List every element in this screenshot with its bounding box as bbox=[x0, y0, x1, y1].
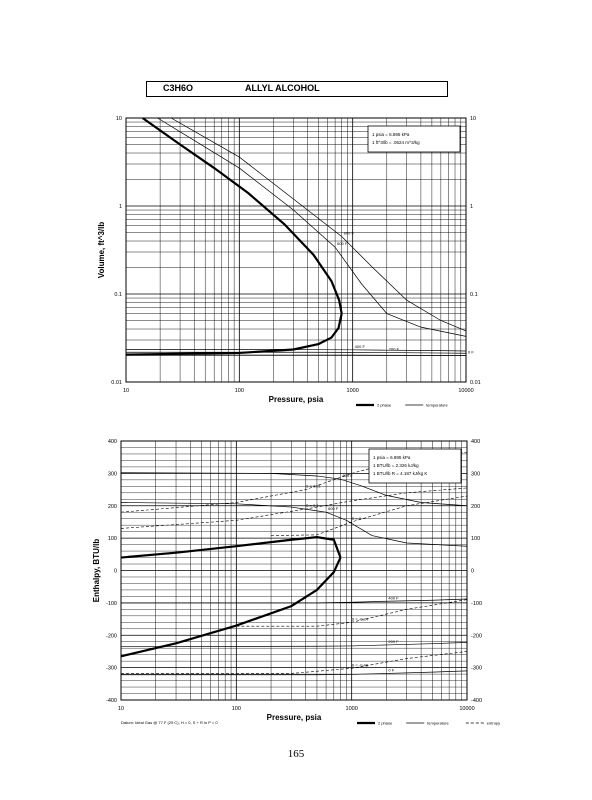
isentrope-label: S = 0.21 bbox=[306, 484, 322, 489]
x-tick-label: 100 bbox=[232, 706, 241, 712]
units-note-line: 1 psia = 6.895 kPa bbox=[373, 455, 411, 460]
plot-frame bbox=[120, 440, 468, 701]
compound-formula: C3H6O bbox=[163, 83, 194, 93]
y-tick-label: 1 bbox=[119, 204, 122, 210]
isentrope-line bbox=[121, 651, 468, 674]
y-tick-label: 0 bbox=[114, 569, 117, 575]
y-right-tick-label: 200 bbox=[471, 504, 480, 510]
isotherm-line bbox=[121, 670, 468, 676]
legend-label: 2 phase bbox=[377, 403, 392, 408]
dome-liquid-line bbox=[125, 313, 343, 356]
units-note-line: 1 psia = 6.895 kPa bbox=[372, 132, 410, 137]
dome-vapor-line bbox=[120, 536, 342, 559]
isotherm-label: 400 F bbox=[388, 595, 399, 600]
y-tick-label: 300 bbox=[108, 471, 117, 477]
isotherm-label: 400 F bbox=[355, 344, 366, 349]
isotherm-label: 0 F bbox=[388, 667, 394, 672]
dome-liquid-line bbox=[120, 557, 342, 658]
x-tick-label: 10 bbox=[123, 388, 129, 394]
isentrope-line bbox=[236, 599, 468, 627]
x-tick-label: 1000 bbox=[347, 388, 359, 394]
isotherm-label: 0 F bbox=[468, 350, 474, 355]
isotherm-line bbox=[126, 351, 467, 354]
isotherm-label: 600 F bbox=[328, 506, 339, 511]
y-axis-label: Enthalpy, BTU/lb bbox=[92, 539, 101, 603]
y-tick-label: 100 bbox=[108, 536, 117, 542]
isotherm-line bbox=[120, 642, 468, 647]
chart-title-box: C3H6O ALLYL ALCOHOL bbox=[146, 81, 448, 97]
isotherm-label: 200 F bbox=[389, 347, 400, 352]
isentrope-label: S = 0 bbox=[352, 516, 362, 521]
y-right-tick-label: -300 bbox=[471, 666, 482, 672]
isentrope-label: S = -0.24 bbox=[352, 616, 369, 621]
x-tick-label: 1000 bbox=[346, 706, 358, 712]
y-tick-label: -400 bbox=[106, 698, 117, 704]
y-right-tick-label: 400 bbox=[471, 439, 480, 445]
plot-frame bbox=[125, 117, 467, 383]
x-tick-label: 10000 bbox=[458, 388, 473, 394]
isentrope-label: S = -0.48 bbox=[352, 662, 369, 667]
x-axis-label: Pressure, psia bbox=[269, 395, 324, 404]
y-tick-label: -100 bbox=[106, 601, 117, 607]
y-right-tick-label: 0.1 bbox=[470, 292, 478, 298]
y-right-tick-label: 10 bbox=[470, 116, 476, 122]
y-right-tick-label: -100 bbox=[471, 601, 482, 607]
legend-label: temperature bbox=[426, 403, 448, 408]
isotherm-line bbox=[126, 348, 467, 352]
y-right-tick-label: 0.01 bbox=[470, 380, 481, 386]
y-right-tick-label: 300 bbox=[471, 471, 480, 477]
isotherm-label: 800 F bbox=[342, 473, 353, 478]
y-tick-label: -200 bbox=[106, 633, 117, 639]
isotherm-label: 200 F bbox=[388, 639, 399, 644]
isotherm-line bbox=[125, 354, 467, 356]
units-note-line: 1 BTU/lb = 2.326 kJ/kg bbox=[373, 463, 419, 468]
y-right-tick-label: -400 bbox=[471, 698, 482, 704]
y-tick-label: -300 bbox=[106, 666, 117, 672]
isotherm-label: 800 F bbox=[344, 231, 355, 236]
isotherm-line bbox=[157, 117, 467, 337]
y-right-tick-label: 0 bbox=[471, 569, 474, 575]
units-note-line: 1 BTU/lb R = 4.187 kJ/kg K bbox=[373, 471, 427, 476]
isentrope-line bbox=[271, 495, 468, 536]
y-tick-label: 200 bbox=[108, 504, 117, 510]
compound-name: ALLYL ALCOHOL bbox=[245, 83, 320, 93]
y-right-tick-label: 100 bbox=[471, 536, 480, 542]
isotherm-line bbox=[120, 472, 468, 507]
units-note-box bbox=[368, 448, 462, 484]
y-axis-label: Volume, ft^3/lb bbox=[97, 222, 106, 279]
x-axis-label: Pressure, psia bbox=[267, 713, 322, 722]
x-tick-label: 100 bbox=[235, 388, 244, 394]
legend-label: temperature bbox=[427, 721, 449, 726]
legend-label: 2 phase bbox=[378, 721, 393, 726]
y-tick-label: 400 bbox=[108, 439, 117, 445]
dome-vapor-line bbox=[141, 117, 343, 314]
isentrope-line bbox=[120, 487, 468, 529]
isotherm-line bbox=[121, 598, 468, 604]
units-note-line: 1 ft^3/lb = .0624 m^3/kg bbox=[372, 140, 420, 145]
y-right-tick-label: -200 bbox=[471, 633, 482, 639]
isotherm-label: 600 F bbox=[337, 241, 348, 246]
y-tick-label: 0.01 bbox=[111, 380, 122, 386]
y-right-tick-label: 1 bbox=[470, 204, 473, 210]
units-note-box bbox=[367, 125, 461, 153]
y-tick-label: 0.1 bbox=[114, 292, 122, 298]
page-number: 165 bbox=[287, 748, 305, 760]
x-tick-label: 10 bbox=[118, 706, 124, 712]
legend-label: entropy bbox=[487, 721, 500, 726]
isentrope-label: S = 0.1 bbox=[306, 503, 320, 508]
isotherm-line bbox=[120, 502, 468, 547]
chart-footnote: Datum: Ideal Gas @ 77 F (25 C), H = 0, S… bbox=[121, 720, 218, 725]
y-tick-label: 10 bbox=[116, 116, 122, 122]
isotherm-line bbox=[170, 117, 467, 332]
x-tick-label: 10000 bbox=[459, 706, 474, 712]
